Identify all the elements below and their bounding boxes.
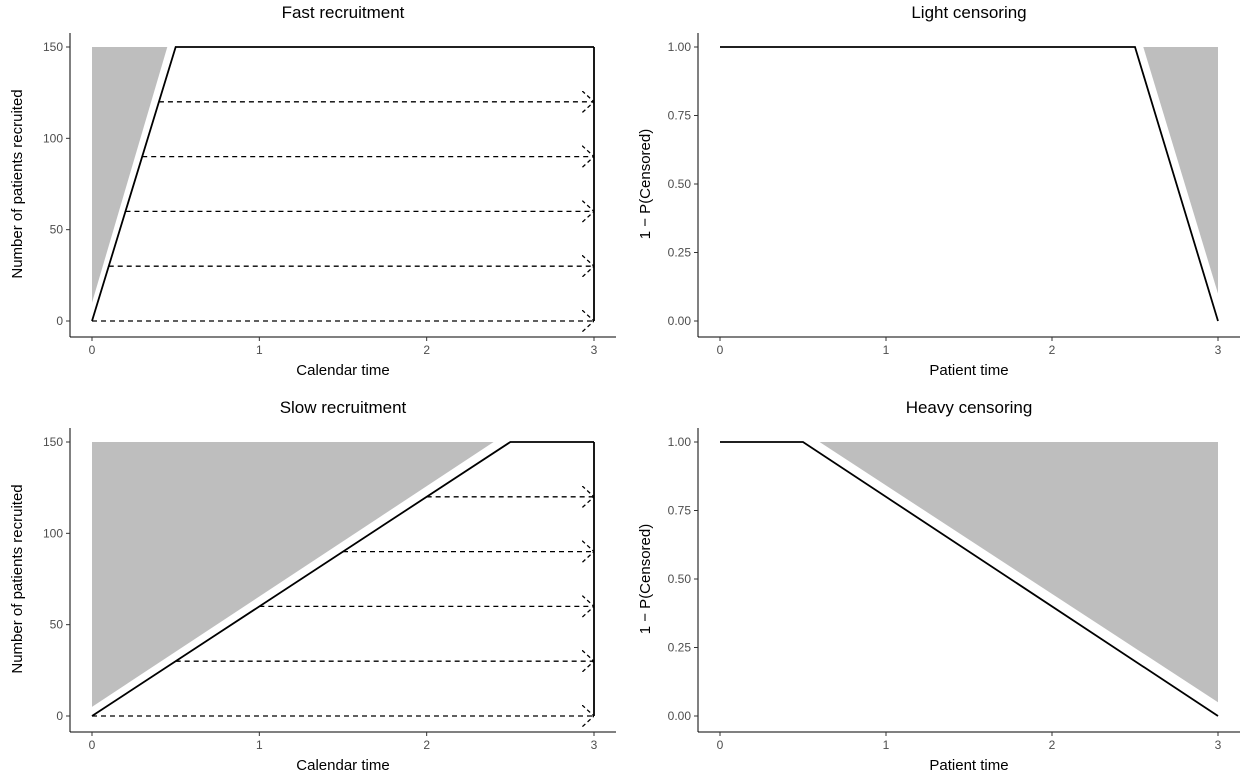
y-tick-label: 1.00 xyxy=(668,435,692,449)
y-tick-label: 150 xyxy=(43,435,63,449)
y-tick-label: 0.75 xyxy=(668,504,692,518)
y-tick-label: 100 xyxy=(43,131,63,145)
x-tick-label: 1 xyxy=(256,343,263,357)
x-tick-label: 2 xyxy=(423,738,430,752)
x-tick-label: 1 xyxy=(883,343,890,357)
x-tick-label: 3 xyxy=(591,343,598,357)
chart-panel: 0 1 2 3 0 50 100 150 Slow recruitment Calendar ti… xyxy=(9,398,616,774)
y-tick-label: 0.75 xyxy=(668,109,692,123)
y-axis-label: Number of patients recruited xyxy=(9,89,26,278)
y-tick-label: 0.25 xyxy=(668,641,692,655)
x-axis-label: Patient time xyxy=(929,757,1008,774)
x-axis-label: Calendar time xyxy=(296,362,389,379)
x-axis-label: Calendar time xyxy=(296,757,389,774)
y-tick-label: 0.50 xyxy=(668,177,692,191)
y-axis-label: 1 − P(Censored) xyxy=(637,524,654,634)
y-tick-label: 0.00 xyxy=(668,314,692,328)
x-tick-label: 0 xyxy=(717,343,724,357)
y-tick-label: 100 xyxy=(43,526,63,540)
chart-title: Slow recruitment xyxy=(280,398,407,417)
y-axis-label: 1 − P(Censored) xyxy=(637,129,654,239)
shaded-region xyxy=(92,442,494,707)
x-tick-label: 1 xyxy=(256,738,263,752)
y-tick-label: 0.50 xyxy=(668,572,692,586)
chart-panel: 0 1 2 3 0 50 100 150 Fast recruitment Calendar ti… xyxy=(9,3,616,379)
chart-title: Light censoring xyxy=(911,3,1026,22)
series-line xyxy=(720,441,1219,717)
y-tick-label: 150 xyxy=(43,40,63,54)
y-tick-label: 0.00 xyxy=(668,709,692,723)
x-tick-label: 0 xyxy=(89,343,96,357)
x-axis-label: Patient time xyxy=(929,362,1008,379)
series-line xyxy=(91,46,594,322)
x-tick-label: 2 xyxy=(423,343,430,357)
y-tick-label: 0 xyxy=(56,709,63,723)
shaded-region xyxy=(819,442,1218,703)
shaded-region xyxy=(92,47,168,303)
x-tick-label: 3 xyxy=(591,738,598,752)
y-tick-label: 1.00 xyxy=(668,40,692,54)
x-tick-label: 3 xyxy=(1215,343,1222,357)
x-tick-label: 2 xyxy=(1049,343,1056,357)
chart-panel: 0 1 2 3 0.00 0.25 0.50 0.75 1.00 Light censoring P… xyxy=(637,3,1240,379)
y-axis-label: Number of patients recruited xyxy=(9,484,26,673)
y-tick-label: 50 xyxy=(50,618,64,632)
x-tick-label: 2 xyxy=(1049,738,1056,752)
x-tick-label: 0 xyxy=(89,738,96,752)
x-tick-label: 1 xyxy=(883,738,890,752)
y-tick-label: 0.25 xyxy=(668,246,692,260)
y-tick-label: 0 xyxy=(56,314,63,328)
x-tick-label: 3 xyxy=(1215,738,1222,752)
series-line xyxy=(91,441,594,717)
chart-title: Heavy censoring xyxy=(906,398,1033,417)
series-line xyxy=(720,46,1219,322)
chart-title: Fast recruitment xyxy=(282,3,405,22)
x-tick-label: 0 xyxy=(717,738,724,752)
y-tick-label: 50 xyxy=(50,223,64,237)
shaded-region xyxy=(1143,47,1218,294)
chart-panel: 0 1 2 3 0.00 0.25 0.50 0.75 1.00 Heavy censoring P… xyxy=(637,398,1240,774)
